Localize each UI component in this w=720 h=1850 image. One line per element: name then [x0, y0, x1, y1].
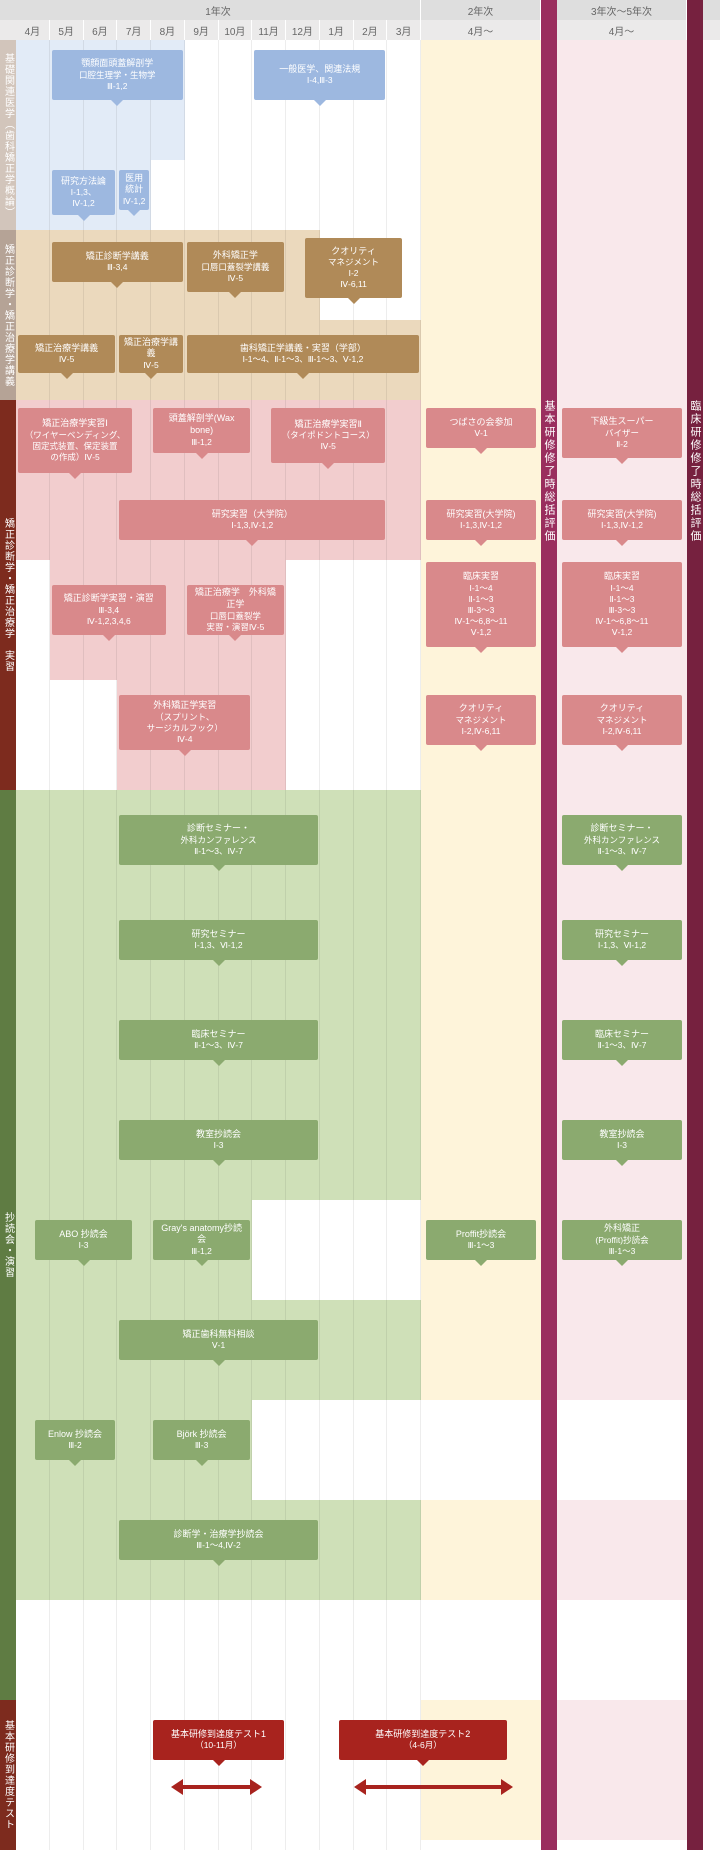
course-box: 診断学・治療学抄読会Ⅲ-1～4,Ⅳ-2 — [119, 1520, 318, 1560]
course-box: Gray's anatomy抄読会Ⅲ-1,2 — [153, 1220, 250, 1260]
course-box: 診断セミナー・外科カンファレンスⅡ-1～3、Ⅳ-7 — [119, 815, 318, 865]
course-box: クオリティマネジメントⅠ-2Ⅳ-6,11 — [305, 238, 402, 298]
course-box: 研究実習(大学院)Ⅰ-1,3,Ⅳ-1,2 — [426, 500, 536, 540]
course-box: 矯正治療学実習Ⅰ（ワイヤーベンディング、固定式装置、保定装置の作成）Ⅳ-5 — [18, 408, 132, 473]
course-box: 下級生スーパーバイザーⅡ-2 — [562, 408, 682, 458]
course-box: 研究方法論Ⅰ-1,3、Ⅳ-1,2 — [52, 170, 116, 215]
course-box: 矯正治療学実習Ⅱ（タイポドントコース）Ⅳ-5 — [271, 408, 385, 463]
course-box: 矯正診断学講義Ⅲ-3,4 — [52, 242, 183, 282]
course-box: ABO 抄読会Ⅰ-3 — [35, 1220, 132, 1260]
course-box: 基本研修到達度テスト2（4-6月） — [339, 1720, 507, 1760]
course-box: Enlow 抄読会Ⅲ-2 — [35, 1420, 115, 1460]
course-box: 矯正診断学実習・演習Ⅲ-3,4Ⅳ-1,2,3,4,6 — [52, 585, 166, 635]
course-box: クオリティマネジメントⅠ-2,Ⅳ-6,11 — [562, 695, 682, 745]
course-box: 矯正歯科無料相談Ⅴ-1 — [119, 1320, 318, 1360]
course-box: 臨床実習Ⅰ-1～4Ⅱ-1～3Ⅲ-3～3Ⅳ-1～6,8～11Ⅴ-1,2 — [562, 562, 682, 647]
course-box: 矯正治療学 外科矯正学口唇口蓋裂学実習・演習Ⅳ-5 — [187, 585, 284, 635]
course-box: 矯正治療学講義Ⅳ-5 — [18, 335, 115, 373]
course-box: 教室抄読会Ⅰ-3 — [119, 1120, 318, 1160]
vbar-clinical: 臨床研修修了時総括評価 — [687, 40, 703, 1850]
section-label: 基礎関連医学（歯科矯正学概論） — [0, 40, 16, 230]
course-box: 外科矯正学口唇口蓋裂学講義Ⅳ-5 — [187, 242, 284, 292]
course-box: 研究実習(大学院)Ⅰ-1,3,Ⅳ-1,2 — [562, 500, 682, 540]
course-box: 研究実習（大学院）Ⅰ-1,3,Ⅳ-1,2 — [119, 500, 385, 540]
course-box: 教室抄読会Ⅰ-3 — [562, 1120, 682, 1160]
course-box: 基本研修到達度テスト1（10-11月） — [153, 1720, 284, 1760]
course-box: 外科矯正(Proffit)抄読会Ⅲ-1～3 — [562, 1220, 682, 1260]
course-box: 臨床セミナーⅡ-1～3、Ⅳ-7 — [562, 1020, 682, 1060]
course-box: Björk 抄読会Ⅲ-3 — [153, 1420, 250, 1460]
course-box: 研究セミナーⅠ-1,3、Ⅵ-1,2 — [119, 920, 318, 960]
course-box: 一般医学、関連法規Ⅰ-4,Ⅲ-3 — [254, 50, 385, 100]
course-box: 頭蓋解剖学(Wax bone)Ⅲ-1,2 — [153, 408, 250, 453]
arrow — [181, 1785, 252, 1789]
course-box: 研究セミナーⅠ-1,3、Ⅵ-1,2 — [562, 920, 682, 960]
course-box: クオリティマネジメントⅠ-2,Ⅳ-6,11 — [426, 695, 536, 745]
section-label: 矯正診断学・矯正治療学講義 — [0, 230, 16, 400]
course-box: 臨床実習Ⅰ-1～4Ⅱ-1～3Ⅲ-3～3Ⅳ-1～6,8～11Ⅴ-1,2 — [426, 562, 536, 647]
course-box: 矯正治療学講義Ⅳ-5 — [119, 335, 183, 373]
arrow — [364, 1785, 504, 1789]
vbar-basic: 基本研修修了時総括評価 — [541, 40, 557, 1850]
section-label: 抄読会・演習 — [0, 790, 16, 1700]
course-box: 診断セミナー・外科カンファレンスⅡ-1～3、Ⅳ-7 — [562, 815, 682, 865]
course-box: つばさの会参加Ⅴ-1 — [426, 408, 536, 448]
course-box: 医用統計Ⅳ-1,2 — [119, 170, 149, 210]
course-box: Proffit抄読会Ⅲ-1～3 — [426, 1220, 536, 1260]
section-label: 基本研修到達度テスト — [0, 1700, 16, 1850]
course-box: 歯科矯正学講義・実習（学部）Ⅰ-1～4、Ⅱ-1～3、Ⅲ-1～3、Ⅴ-1,2 — [187, 335, 419, 373]
section-label: 矯正診断学・矯正治療学 実習 — [0, 400, 16, 790]
course-box: 顎顔面頭蓋解剖学口腔生理学・生物学Ⅲ-1,2 — [52, 50, 183, 100]
course-box: 外科矯正学実習（スプリント、サージカルフック）Ⅳ-4 — [119, 695, 250, 750]
course-box: 臨床セミナーⅡ-1～3、Ⅳ-7 — [119, 1020, 318, 1060]
